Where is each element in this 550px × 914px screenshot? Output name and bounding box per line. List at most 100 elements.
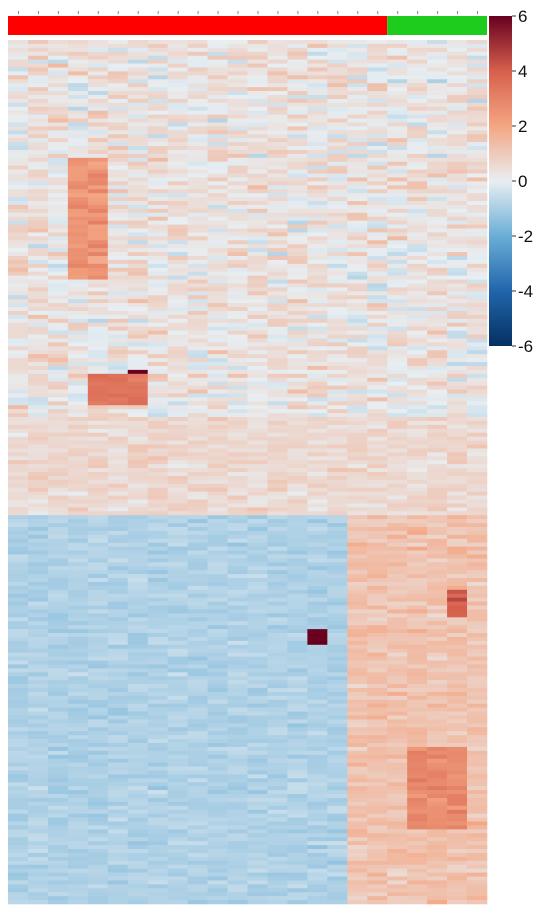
heatmap-cell	[27, 711, 49, 716]
heatmap-cell	[187, 593, 208, 598]
heatmap-cell	[327, 63, 348, 68]
heatmap-cell	[187, 829, 208, 834]
heatmap-cell	[367, 428, 388, 434]
heatmap-cell	[387, 703, 408, 708]
heatmap-cell	[247, 318, 268, 324]
heatmap-cell	[347, 825, 368, 830]
heatmap-cell	[8, 307, 29, 312]
heatmap-cell	[67, 299, 89, 304]
column-tick-mark	[197, 11, 199, 14]
heatmap-cell	[267, 271, 288, 276]
heatmap-cell	[107, 110, 129, 115]
heatmap-cell	[467, 774, 488, 779]
heatmap-cell	[167, 782, 188, 787]
heatmap-cell	[427, 409, 448, 414]
heatmap-cell	[307, 381, 328, 386]
heatmap-cell	[347, 295, 368, 300]
heatmap-cell	[427, 393, 448, 398]
heatmap-cell	[367, 212, 388, 218]
heatmap-cell	[247, 126, 268, 131]
heatmap-cell	[107, 585, 129, 591]
heatmap-cell	[287, 578, 308, 583]
heatmap-cell	[227, 350, 248, 355]
heatmap-cell	[147, 762, 168, 767]
heatmap-cell	[147, 165, 168, 170]
heatmap-cell	[307, 570, 328, 575]
heatmap-cell	[307, 256, 328, 261]
heatmap-cell	[247, 75, 268, 80]
heatmap-cell	[247, 633, 268, 638]
heatmap-cell	[127, 279, 149, 284]
column-tick-mark	[237, 11, 239, 14]
heatmap-cell	[407, 303, 428, 308]
heatmap-cell	[387, 507, 408, 512]
heatmap-cell	[387, 59, 408, 64]
heatmap-cell	[247, 409, 268, 414]
heatmap-cell	[447, 149, 468, 155]
heatmap-cell	[107, 550, 129, 555]
heatmap-cell	[427, 142, 448, 147]
heatmap-cell	[467, 283, 488, 288]
heatmap-cell	[27, 601, 49, 606]
heatmap-cell	[8, 263, 29, 269]
heatmap-cell	[167, 75, 188, 80]
heatmap-cell	[67, 633, 89, 638]
heatmap-cell	[8, 228, 29, 233]
heatmap-cell	[327, 106, 348, 111]
heatmap-cell	[247, 67, 268, 72]
heatmap-cell	[227, 165, 248, 170]
heatmap-cell	[107, 684, 129, 689]
heatmap-cell	[67, 98, 89, 104]
heatmap-cell	[287, 142, 308, 147]
heatmap-cell	[307, 71, 328, 76]
heatmap-cell	[447, 338, 468, 343]
heatmap-cell	[207, 664, 228, 669]
heatmap-cell	[267, 212, 288, 218]
heatmap-cell	[467, 699, 488, 705]
heatmap-cell	[107, 259, 129, 265]
heatmap-cell	[387, 790, 408, 795]
heatmap-cell	[467, 417, 488, 422]
heatmap-cell	[227, 373, 248, 379]
heatmap-cell	[127, 660, 149, 665]
heatmap-cell	[147, 821, 168, 826]
heatmap-cell	[247, 735, 268, 740]
heatmap-cell	[187, 362, 208, 367]
heatmap-cell	[147, 157, 168, 163]
heatmap-cell	[327, 617, 348, 622]
heatmap-cell	[267, 138, 288, 143]
heatmap-cell	[467, 601, 488, 606]
heatmap-cell	[87, 169, 109, 174]
heatmap-cell	[147, 381, 168, 386]
heatmap-cell	[427, 801, 448, 807]
heatmap-cell	[47, 106, 69, 111]
heatmap-cell	[247, 511, 268, 516]
heatmap-cell	[327, 377, 348, 382]
heatmap-cell	[347, 314, 368, 320]
heatmap-cell	[267, 538, 288, 543]
heatmap-cell	[247, 503, 268, 508]
heatmap-cell	[447, 648, 468, 653]
heatmap-cell	[407, 613, 428, 618]
heatmap-cell	[187, 393, 208, 398]
heatmap-cell	[187, 625, 208, 630]
heatmap-cell	[127, 346, 149, 351]
heatmap-cell	[307, 334, 328, 339]
heatmap-cell	[307, 248, 328, 253]
heatmap-cell	[27, 719, 49, 724]
heatmap-cell	[247, 291, 268, 296]
heatmap-cell	[287, 389, 308, 394]
heatmap-cell	[327, 460, 348, 465]
heatmap-cell	[387, 613, 408, 618]
heatmap-cell	[427, 833, 448, 838]
heatmap-cell	[167, 110, 188, 115]
heatmap-cell	[67, 201, 89, 206]
heatmap-cell	[47, 526, 69, 532]
heatmap-cell	[267, 695, 288, 701]
heatmap-cell	[467, 538, 488, 543]
heatmap-cell	[327, 389, 348, 394]
heatmap-cell	[367, 534, 388, 540]
heatmap-cell	[27, 754, 49, 759]
heatmap-cell	[167, 809, 188, 814]
heatmap-cell	[467, 118, 488, 123]
